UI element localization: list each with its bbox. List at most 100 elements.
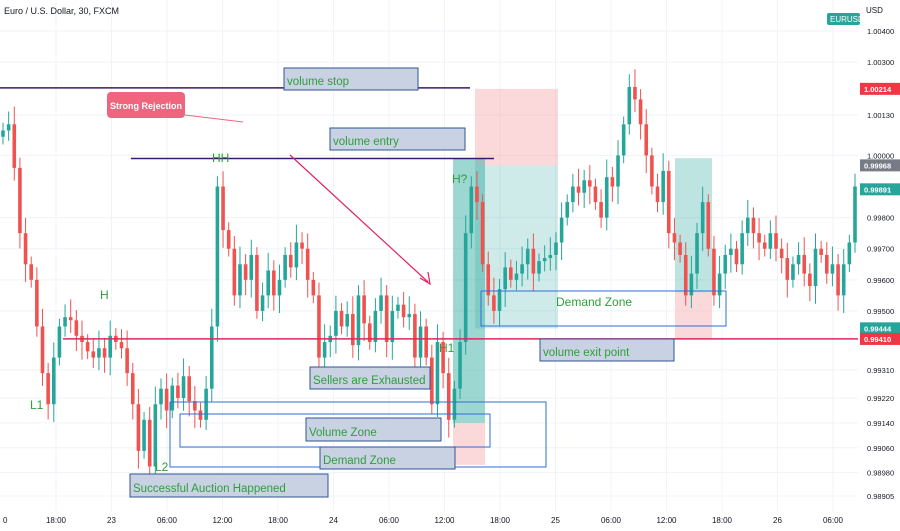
candle-body bbox=[170, 385, 175, 411]
ticker-badge-text: EURUSD bbox=[830, 15, 864, 24]
candle-body bbox=[588, 180, 592, 187]
candle-body bbox=[277, 279, 282, 296]
candle-body bbox=[853, 186, 857, 243]
volume-entry-label-box bbox=[329, 127, 466, 151]
candle-body bbox=[424, 326, 428, 358]
candle-body bbox=[537, 261, 541, 274]
candle-body bbox=[367, 323, 372, 343]
y-tick-label: 0.99700 bbox=[867, 245, 894, 254]
candle-body bbox=[6, 124, 11, 131]
y-tick-label: 0.99310 bbox=[867, 366, 894, 375]
candle-body bbox=[514, 273, 519, 280]
candle-body bbox=[520, 264, 524, 274]
currency-label: USD bbox=[866, 6, 883, 15]
candle-body bbox=[695, 233, 699, 274]
candle-body bbox=[243, 264, 248, 280]
candle-body bbox=[475, 186, 479, 203]
candle-body bbox=[272, 270, 276, 296]
candle-body bbox=[430, 357, 434, 405]
candle-body bbox=[774, 233, 778, 249]
demand-zone-left-label-text: Demand Zone bbox=[323, 455, 396, 467]
candle-body bbox=[452, 388, 457, 420]
candle-body bbox=[582, 180, 586, 193]
y-tick-label: 0.99060 bbox=[867, 444, 894, 453]
candle-body bbox=[796, 254, 801, 265]
x-tick-label: 06:00 bbox=[157, 516, 178, 525]
candle-body bbox=[819, 248, 823, 255]
candle-body bbox=[68, 317, 73, 321]
y-tick-label: 1.00000 bbox=[867, 151, 894, 160]
candle-body bbox=[384, 295, 389, 343]
candle-body bbox=[12, 124, 17, 168]
candle-body bbox=[706, 202, 711, 249]
candle-body bbox=[142, 419, 146, 451]
candle-body bbox=[40, 326, 45, 374]
candle-body bbox=[559, 217, 564, 243]
candle-body bbox=[768, 233, 773, 249]
candle-body bbox=[311, 279, 316, 296]
y-tick-label: 1.00400 bbox=[867, 27, 894, 36]
candle-body bbox=[249, 254, 254, 280]
x-tick-label: 26 bbox=[773, 516, 782, 525]
candle-body bbox=[734, 248, 739, 265]
candle-body bbox=[266, 270, 270, 296]
candle-body bbox=[525, 248, 530, 265]
demand-zone-left-label-box bbox=[319, 446, 456, 470]
successful-auction-label-box bbox=[129, 473, 329, 498]
demand-zone-right-text: Demand Zone bbox=[556, 295, 632, 309]
candle-body bbox=[745, 217, 750, 234]
candle-body bbox=[238, 264, 242, 296]
annotations: volume stop volume entry Demand Zone volume… bbox=[30, 67, 727, 498]
strong-rejection-pointer bbox=[184, 114, 244, 123]
y-tick-label: 0.99800 bbox=[867, 214, 894, 223]
candle-body bbox=[232, 248, 237, 296]
volume-zone-label-text: Volume Zone bbox=[309, 427, 377, 439]
volume-stop-label-box bbox=[283, 67, 419, 91]
candle-body bbox=[717, 273, 722, 296]
candle-body bbox=[604, 177, 609, 218]
candle-body bbox=[351, 314, 355, 346]
candle-body bbox=[147, 419, 152, 467]
candle-body bbox=[729, 248, 733, 255]
candle-body bbox=[288, 254, 293, 268]
candle-body bbox=[407, 314, 412, 318]
y-tick-label: 0.99140 bbox=[867, 419, 894, 428]
swing-label-l1: L1 bbox=[30, 398, 44, 412]
candle-body bbox=[401, 304, 406, 318]
candle-body bbox=[723, 254, 728, 274]
candle-body bbox=[627, 86, 632, 125]
candle-body bbox=[678, 242, 682, 255]
candle-body bbox=[345, 314, 349, 327]
swing-label-hq: H? bbox=[452, 172, 468, 186]
ticker-badge[interactable] bbox=[827, 13, 860, 25]
candle-body bbox=[785, 258, 790, 280]
candle-body bbox=[46, 373, 50, 405]
demand-zone-right-outline bbox=[480, 290, 727, 327]
candle-body bbox=[97, 348, 101, 358]
candle-body bbox=[209, 326, 214, 389]
candle-body bbox=[305, 248, 310, 280]
candle-body bbox=[29, 264, 34, 280]
candle-body bbox=[102, 348, 107, 358]
candle-body bbox=[198, 410, 203, 420]
sellers-exhausted-label-text: Sellers are Exhausted bbox=[313, 375, 426, 387]
candle-body bbox=[571, 186, 575, 203]
trade-zones bbox=[453, 88, 712, 465]
candle-body bbox=[226, 230, 231, 249]
candle-body bbox=[830, 264, 835, 274]
candle-body bbox=[108, 335, 113, 358]
candle-body bbox=[74, 320, 79, 336]
candle-body bbox=[18, 167, 22, 234]
candle-body bbox=[176, 385, 180, 399]
candle-body bbox=[1, 130, 5, 137]
candle-body bbox=[638, 99, 643, 125]
x-tick-label: 06:00 bbox=[601, 516, 622, 525]
candle-body bbox=[300, 242, 304, 249]
candle-body bbox=[85, 342, 90, 352]
candle-body bbox=[379, 295, 383, 311]
candle-body bbox=[841, 264, 846, 296]
candle-body bbox=[255, 254, 259, 311]
level-lines bbox=[0, 87, 858, 340]
x-tick-label: 18:00 bbox=[46, 516, 67, 525]
